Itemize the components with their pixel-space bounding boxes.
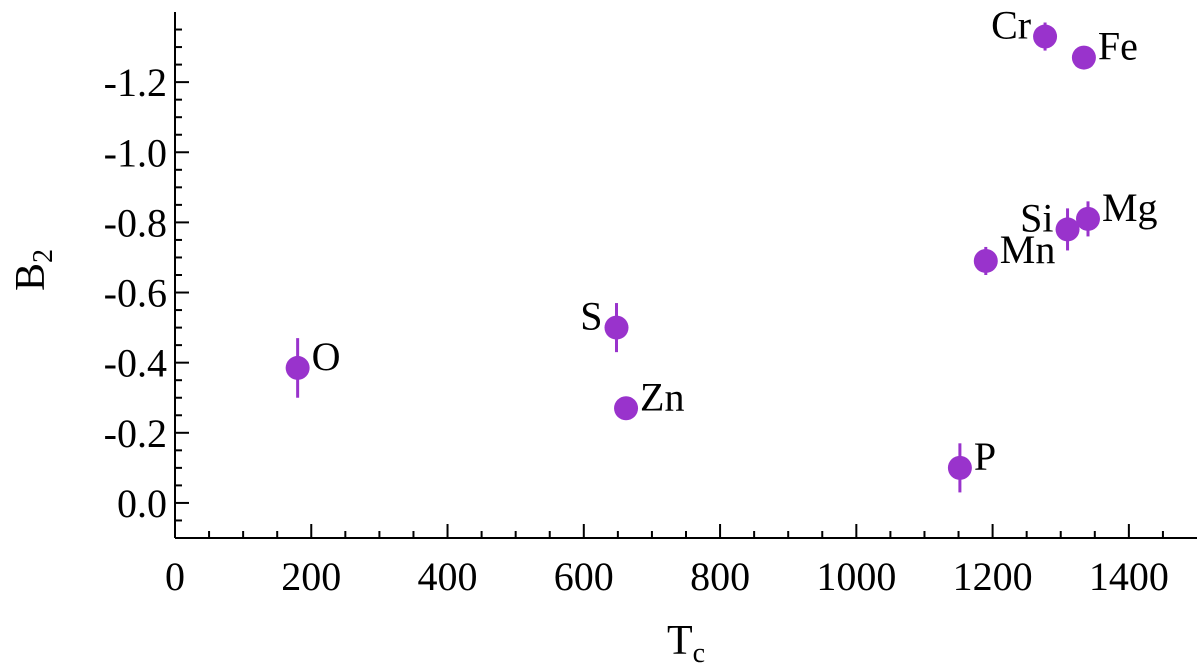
y-tick-label: -0.2 [104,411,167,456]
data-marker [973,248,998,273]
x-tick-label: 800 [690,554,750,599]
point-label: Fe [1098,24,1138,69]
data-marker [604,315,629,340]
x-tick-label: 1400 [1089,554,1169,599]
data-point-zn: Zn [614,374,684,421]
data-marker [285,355,310,380]
point-label: O [312,334,341,379]
y-tick-label: -0.8 [104,200,167,245]
data-marker [1033,24,1058,49]
data-point-fe: Fe [1071,24,1138,70]
data-marker [1055,217,1080,242]
x-tick-label: 1200 [953,554,1033,599]
data-marker [614,396,639,421]
data-point-p: P [947,434,996,493]
data-point-mn: Mn [973,227,1056,275]
x-tick-label: 1000 [816,554,896,599]
point-label: S [580,294,602,339]
y-tick-label: -0.4 [104,341,167,386]
point-label: Mg [1102,185,1158,230]
x-tick-label: 600 [554,554,614,599]
axes: 0 200 400 600 800 1000 1200 1400 0.0 -0.2 -0.4 -0.6… [104,12,1197,599]
y-tick-label: -1.2 [104,60,167,105]
data-point-o: O [285,334,341,398]
x-tick-label: 200 [281,554,341,599]
x-tick-label: 400 [418,554,478,599]
point-label: Si [1020,195,1053,240]
point-label: Cr [991,3,1031,48]
x-axis-title: Tc [667,618,705,669]
y-tick-label: -0.6 [104,271,167,316]
point-label: P [974,434,996,479]
y-axis-title: B2 [8,249,59,291]
y-tick-label: -1.0 [104,130,167,175]
data-marker [1075,206,1100,231]
data-point-s: S [580,294,629,353]
y-tick-label: 0.0 [117,481,167,526]
data-marker [947,455,972,480]
data-point-mg: Mg [1075,185,1158,237]
data-point-cr: Cr [991,3,1058,51]
data-marker [1071,45,1096,70]
point-label: Mn [1000,227,1056,272]
point-label: Zn [640,374,684,419]
x-tick-label: 0 [165,554,185,599]
data-point-si: Si [1020,195,1080,251]
